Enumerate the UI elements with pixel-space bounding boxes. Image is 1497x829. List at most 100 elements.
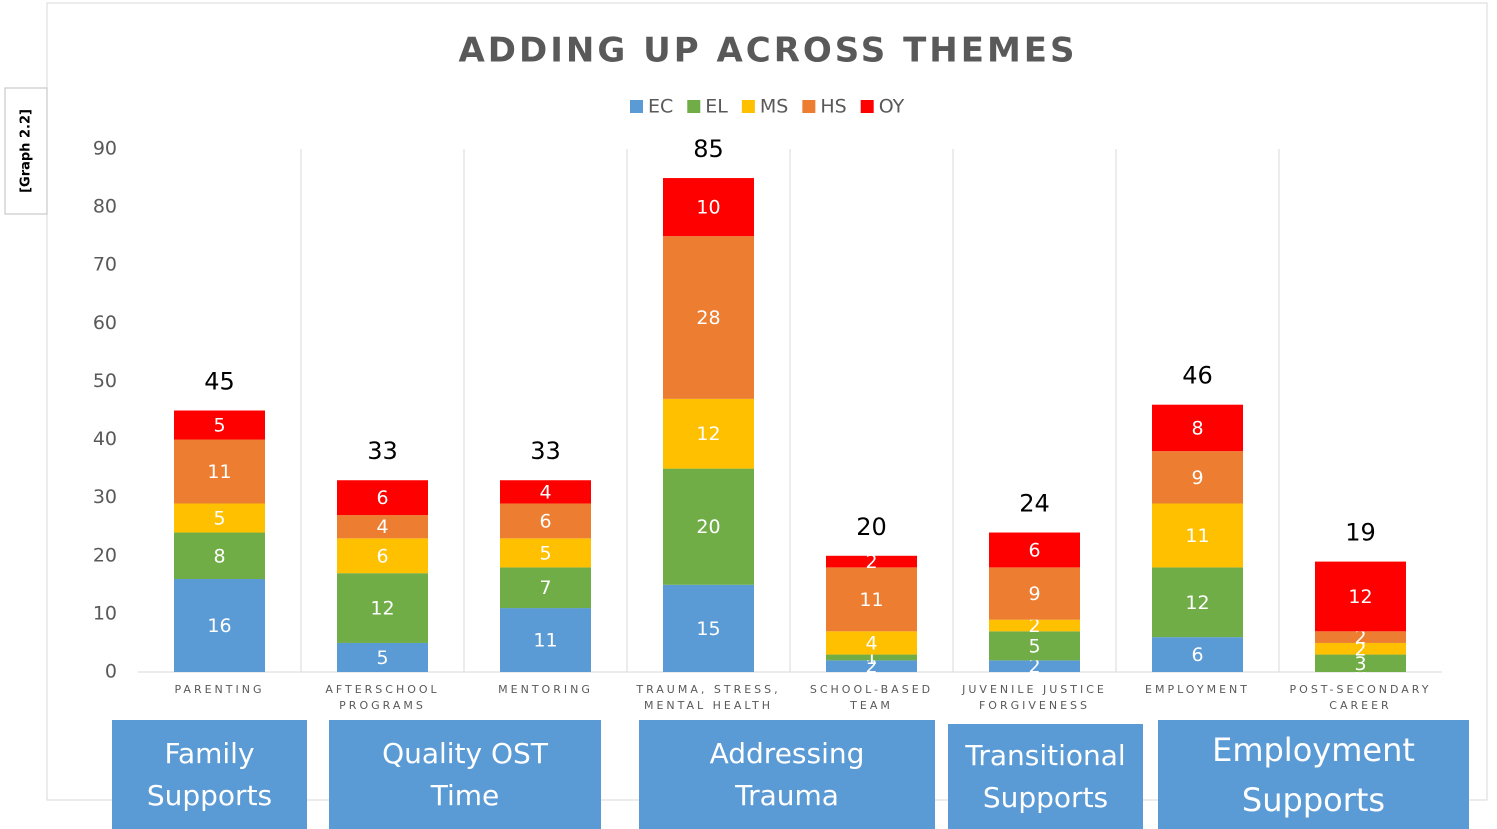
data-label: 2	[865, 551, 877, 573]
bar-segment	[174, 532, 265, 580]
total-label: 33	[367, 437, 398, 465]
legend-label: MS	[760, 96, 788, 118]
data-label: 16	[207, 615, 231, 637]
bar-segment	[337, 538, 428, 574]
data-label: 11	[859, 589, 883, 611]
y-tick-label: 0	[105, 661, 117, 683]
bar-segment	[989, 631, 1080, 661]
total-label: 46	[1182, 362, 1213, 390]
y-tick-label: 20	[93, 544, 117, 566]
data-label: 4	[865, 632, 877, 654]
data-label: 15	[696, 618, 720, 640]
data-label: 6	[376, 487, 388, 509]
data-label: 2	[865, 656, 877, 678]
bar-segment	[174, 410, 265, 440]
data-label: 2	[1354, 627, 1366, 649]
data-label: 8	[1191, 417, 1203, 439]
bar-segment	[174, 503, 265, 533]
bar-segment	[1152, 451, 1243, 504]
bar-segment	[1152, 503, 1243, 568]
graph-label: [Graph 2.2]	[19, 109, 34, 193]
x-tick-label: SCHOOL-BASED TEAM	[809, 683, 934, 712]
bar-segment	[663, 398, 754, 469]
data-label: 5	[376, 647, 388, 669]
bar-segment	[989, 660, 1080, 672]
x-tick-label: MENTORING	[498, 683, 593, 696]
total-label: 85	[693, 135, 724, 163]
data-label: 10	[696, 197, 720, 219]
data-label: 12	[1348, 586, 1372, 608]
data-label: 2	[1028, 615, 1040, 637]
data-label: 12	[696, 423, 720, 445]
bar-segment	[337, 573, 428, 643]
bar-segment	[663, 468, 754, 585]
x-tick-label: JUVENILE JUSTICE FORGIVENESS	[962, 683, 1107, 712]
legend-label: HS	[820, 96, 846, 118]
group-box: Addressing Trauma	[639, 720, 935, 829]
y-tick-label: 10	[93, 602, 117, 624]
data-label: 12	[370, 598, 394, 620]
y-tick-label: 40	[93, 428, 117, 450]
data-label: 11	[1185, 525, 1209, 547]
data-label: 6	[1191, 644, 1203, 666]
graph-label-box	[4, 87, 48, 215]
bar-segment	[500, 480, 591, 504]
data-label: 5	[1028, 635, 1040, 657]
y-tick-label: 50	[93, 370, 117, 392]
bar-segment	[1315, 561, 1406, 632]
bar-segment	[663, 178, 754, 237]
data-label: 2	[1028, 656, 1040, 678]
total-label: 33	[530, 437, 561, 465]
x-tick-label: EMPLOYMENT	[1145, 683, 1250, 696]
data-label: 9	[1028, 583, 1040, 605]
bar-segment	[663, 236, 754, 399]
bar-segment	[500, 538, 591, 568]
y-tick-label: 70	[93, 254, 117, 276]
legend-label: EC	[648, 96, 673, 118]
bar-segment	[500, 503, 591, 539]
legend-label: OY	[879, 96, 905, 118]
bar-segment	[826, 660, 917, 672]
data-label: 3	[1354, 653, 1366, 675]
bar-segment	[1315, 631, 1406, 643]
group-box: Family Supports	[112, 720, 307, 829]
bar-segment	[826, 631, 917, 655]
data-label: 12	[1185, 592, 1209, 614]
bar-segment	[826, 567, 917, 632]
bar-segment	[337, 515, 428, 539]
bar-segment	[1315, 642, 1406, 655]
data-label: 5	[539, 542, 551, 564]
group-box: Transitional Supports	[948, 724, 1143, 829]
total-label: 20	[856, 513, 887, 541]
legend-label: EL	[705, 96, 728, 118]
data-label: 20	[696, 516, 720, 538]
bar-segment	[989, 532, 1080, 568]
bar-segment	[826, 654, 917, 661]
total-label: 45	[204, 368, 235, 396]
bar-segment	[174, 579, 265, 672]
bar-segment	[1152, 637, 1243, 672]
x-tick-label: POST-SECONDARY CAREER	[1289, 683, 1432, 712]
group-box: Employment Supports	[1158, 720, 1469, 829]
data-label: 9	[1191, 467, 1203, 489]
bar-segment	[663, 584, 754, 672]
y-tick-label: 80	[93, 196, 117, 218]
legend-swatch	[741, 100, 755, 113]
legend-swatch	[630, 100, 643, 113]
bar-segment	[826, 555, 917, 568]
data-label: 7	[539, 577, 551, 599]
y-tick-label: 90	[93, 138, 117, 160]
bar-segment	[337, 480, 428, 516]
data-label: 6	[1028, 539, 1040, 561]
data-label: 4	[539, 481, 551, 503]
x-tick-label: AFTERSCHOOL PROGRAMS	[325, 683, 440, 712]
bar-segment	[989, 567, 1080, 620]
data-label: 5	[213, 508, 225, 530]
bar-segment	[1315, 654, 1406, 672]
data-label: 6	[376, 545, 388, 567]
data-label: 6	[539, 510, 551, 532]
x-tick-label: TRAUMA, STRESS, MENTAL HEALTH	[636, 683, 781, 712]
data-label: 11	[533, 630, 557, 652]
bar-segment	[174, 439, 265, 504]
bar-segment	[1152, 404, 1243, 452]
